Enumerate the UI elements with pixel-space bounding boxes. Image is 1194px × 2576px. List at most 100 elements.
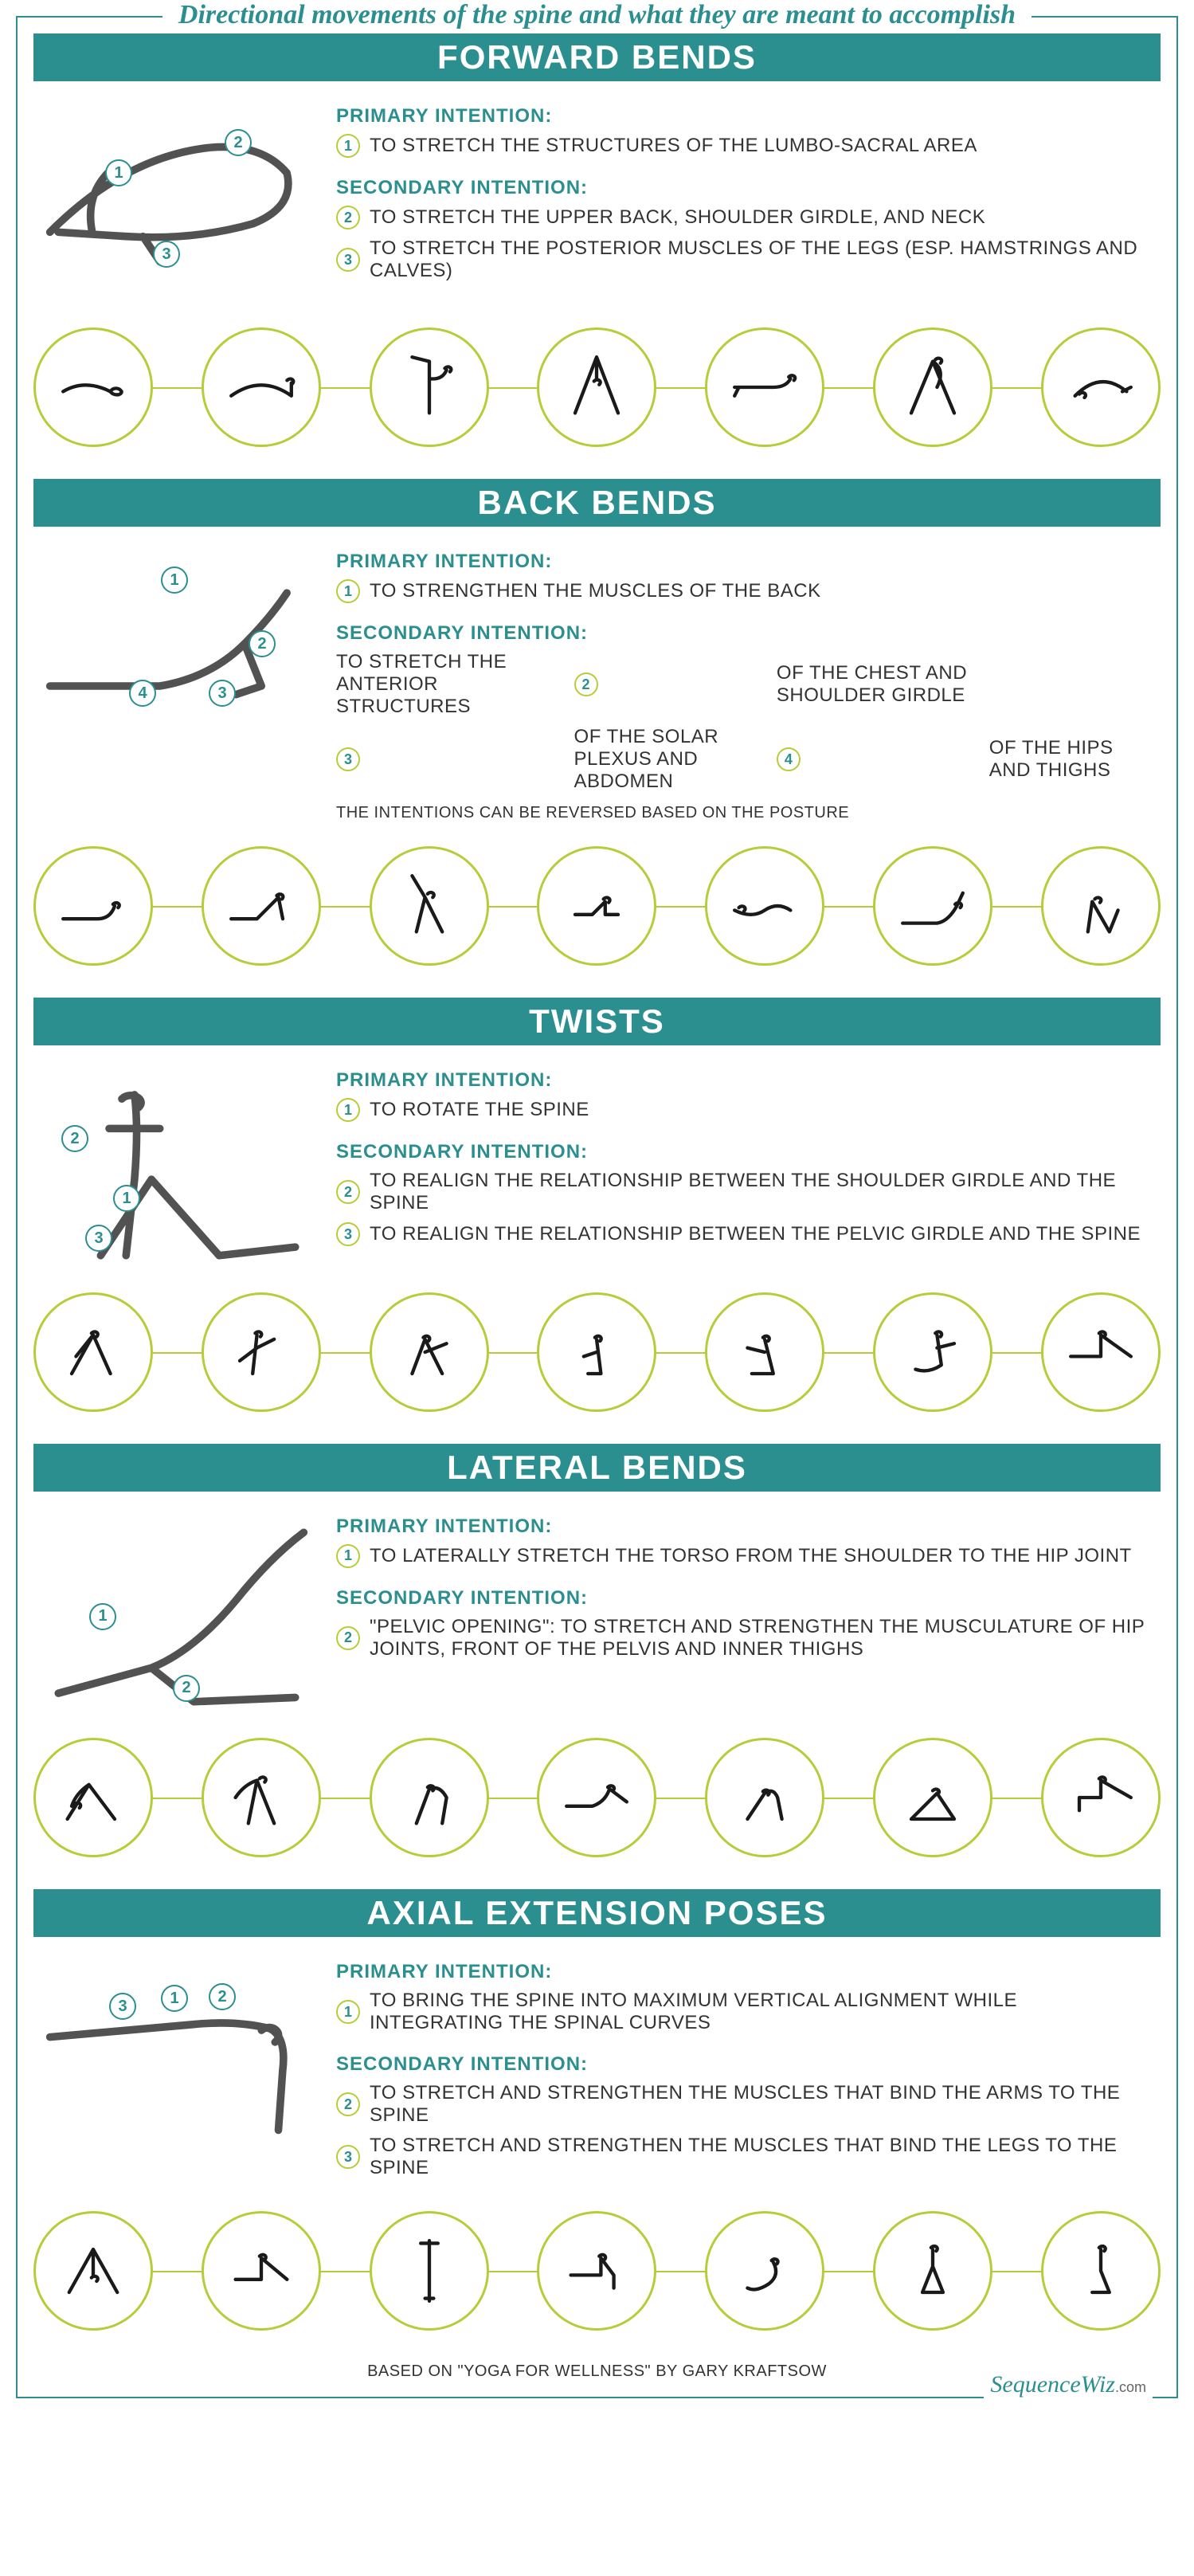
intention-text: TO STRETCH THE UPPER BACK, SHOULDER GIRD… xyxy=(370,206,985,229)
diagram-badge: 2 xyxy=(209,1983,236,2010)
intention-text: TO STRETCH AND STRENGTHEN THE MUSCLES TH… xyxy=(370,2135,1153,2179)
diagram-badge: 1 xyxy=(89,1603,116,1630)
intention-number: 1 xyxy=(336,579,360,603)
primary-label: PRIMARY INTENTION: xyxy=(336,105,1153,127)
pose-icon xyxy=(33,1292,153,1412)
skeleton-diagram: 1234 xyxy=(41,551,312,749)
intention-text: OF THE CHEST AND SHOULDER GIRDLE xyxy=(777,662,975,707)
section-title: LATERAL BENDS xyxy=(33,1444,1161,1492)
section-title: TWISTS xyxy=(33,998,1161,1045)
intention-number: 1 xyxy=(336,1098,360,1122)
intention-number: 4 xyxy=(777,747,801,771)
diagram-badge: 3 xyxy=(153,241,180,268)
pose-icon xyxy=(537,1738,656,1857)
intention-number: 3 xyxy=(336,248,360,272)
logo-suffix: .com xyxy=(1115,2379,1146,2395)
section-title: FORWARD BENDS xyxy=(33,33,1161,81)
intention-text: TO REALIGN THE RELATIONSHIP BETWEEN THE … xyxy=(370,1223,1141,1245)
intention-item: 1 TO STRETCH THE STRUCTURES OF THE LUMBO… xyxy=(336,134,1153,158)
pose-icon xyxy=(33,327,153,447)
intention-number: 3 xyxy=(336,1222,360,1246)
pose-icon xyxy=(537,2211,656,2331)
section: LATERAL BENDS 12 PRIMARY INTENTION: 1 TO… xyxy=(33,1444,1161,1865)
pose-icon xyxy=(202,846,321,966)
primary-label: PRIMARY INTENTION: xyxy=(336,1961,1153,1983)
skeleton-diagram: 123 xyxy=(41,1069,312,1268)
secondary-label: SECONDARY INTENTION: xyxy=(336,622,1153,645)
pose-icon xyxy=(705,1738,824,1857)
intention-item: 1 TO ROTATE THE SPINE xyxy=(336,1098,1153,1122)
pose-icon xyxy=(705,2211,824,2331)
intention-item: 1 TO STRENGTHEN THE MUSCLES OF THE BACK xyxy=(336,579,1153,603)
intention-number: 2 xyxy=(336,206,360,229)
infographic-container: Directional movements of the spine and w… xyxy=(16,16,1178,2398)
pose-icon xyxy=(202,2211,321,2331)
pose-row xyxy=(33,320,1161,455)
intention-item: 1 TO BRING THE SPINE INTO MAXIMUM VERTIC… xyxy=(336,1990,1153,2034)
intention-item: 1 TO LATERALLY STRETCH THE TORSO FROM TH… xyxy=(336,1544,1153,1568)
pose-icon xyxy=(33,2211,153,2331)
pose-icon xyxy=(1041,327,1161,447)
section: TWISTS 123 PRIMARY INTENTION: 1 TO ROTAT… xyxy=(33,998,1161,1419)
pose-icon xyxy=(370,1738,489,1857)
pose-row xyxy=(33,838,1161,974)
pose-icon xyxy=(370,2211,489,2331)
intention-text: TO REALIGN THE RELATIONSHIP BETWEEN THE … xyxy=(370,1170,1153,1214)
intention-text: OF THE HIPS AND THIGHS xyxy=(989,737,1153,782)
pose-icon xyxy=(370,327,489,447)
pose-icon xyxy=(1041,1738,1161,1857)
pose-icon xyxy=(873,846,992,966)
intention-text: TO ROTATE THE SPINE xyxy=(370,1099,589,1121)
intention-number: 1 xyxy=(336,1544,360,1568)
skeleton-diagram: 12 3 xyxy=(41,1961,312,2159)
pose-icon xyxy=(705,846,824,966)
intention-item: 3 TO STRETCH AND STRENGTHEN THE MUSCLES … xyxy=(336,2135,1153,2179)
intention-text: OF THE SOLAR PLEXUS AND ABDOMEN xyxy=(574,726,762,793)
intention-item: 2 TO REALIGN THE RELATIONSHIP BETWEEN TH… xyxy=(336,1170,1153,1214)
pose-icon xyxy=(33,846,153,966)
pose-icon xyxy=(873,1738,992,1857)
intention-grid: TO STRETCH THE ANTERIOR STRUCTURES 2 OF … xyxy=(336,651,1153,793)
diagram-badge: 1 xyxy=(161,1985,188,2012)
skeleton-diagram: 123 xyxy=(41,105,312,304)
intention-number: 3 xyxy=(336,2145,360,2169)
pose-icon xyxy=(33,1738,153,1857)
intention-text: TO STRETCH AND STRENGTHEN THE MUSCLES TH… xyxy=(370,2082,1153,2127)
pose-icon xyxy=(202,1292,321,1412)
section: BACK BENDS 1234 PRIMARY INTENTION: 1 TO … xyxy=(33,479,1161,974)
pose-icon xyxy=(1041,2211,1161,2331)
skeleton-diagram: 12 xyxy=(41,1515,312,1714)
main-title: Directional movements of the spine and w… xyxy=(162,0,1032,30)
logo: SequenceWiz.com xyxy=(984,2371,1153,2398)
logo-text: SequenceWiz xyxy=(990,2371,1115,2398)
pose-icon xyxy=(1041,1292,1161,1412)
pose-icon xyxy=(873,327,992,447)
intention-text: TO STRETCH THE STRUCTURES OF THE LUMBO-S… xyxy=(370,135,977,157)
section: AXIAL EXTENSION POSES 123 PRIMARY INTENT… xyxy=(33,1889,1161,2339)
secondary-label: SECONDARY INTENTION: xyxy=(336,2053,1153,2076)
primary-label: PRIMARY INTENTION: xyxy=(336,1069,1153,1092)
diagram-badge: 2 xyxy=(225,129,252,156)
intention-number: 2 xyxy=(574,672,598,696)
pose-icon xyxy=(202,1738,321,1857)
secondary-label: SECONDARY INTENTION: xyxy=(336,1587,1153,1610)
intention-number: 3 xyxy=(336,747,360,771)
intention-lead: TO STRETCH THE ANTERIOR STRUCTURES xyxy=(336,651,560,718)
intention-number: 2 xyxy=(336,1626,360,1650)
pose-icon xyxy=(537,1292,656,1412)
pose-icon xyxy=(1041,846,1161,966)
intention-text: TO BRING THE SPINE INTO MAXIMUM VERTICAL… xyxy=(370,1990,1153,2034)
pose-icon xyxy=(873,2211,992,2331)
pose-icon xyxy=(202,327,321,447)
pose-icon xyxy=(705,1292,824,1412)
intention-number: 2 xyxy=(336,2092,360,2116)
pose-icon xyxy=(370,846,489,966)
intention-text: TO LATERALLY STRETCH THE TORSO FROM THE … xyxy=(370,1545,1132,1567)
intention-item: 2 TO STRETCH AND STRENGTHEN THE MUSCLES … xyxy=(336,2082,1153,2127)
pose-icon xyxy=(370,1292,489,1412)
primary-label: PRIMARY INTENTION: xyxy=(336,1515,1153,1538)
diagram-badge: 3 xyxy=(109,1993,136,2020)
intention-number: 1 xyxy=(336,134,360,158)
section-title: AXIAL EXTENSION POSES xyxy=(33,1889,1161,1937)
secondary-label: SECONDARY INTENTION: xyxy=(336,1141,1153,1163)
